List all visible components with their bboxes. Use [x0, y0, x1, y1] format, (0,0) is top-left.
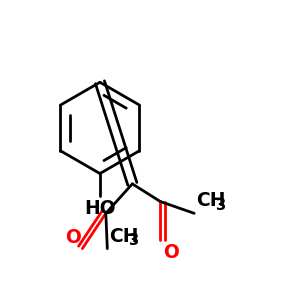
Text: HO: HO	[84, 199, 116, 218]
Text: 3: 3	[215, 198, 226, 213]
Text: CH: CH	[109, 227, 138, 246]
Text: O: O	[163, 243, 179, 262]
Text: CH: CH	[196, 191, 225, 210]
Text: O: O	[65, 228, 81, 247]
Text: 3: 3	[128, 233, 139, 248]
